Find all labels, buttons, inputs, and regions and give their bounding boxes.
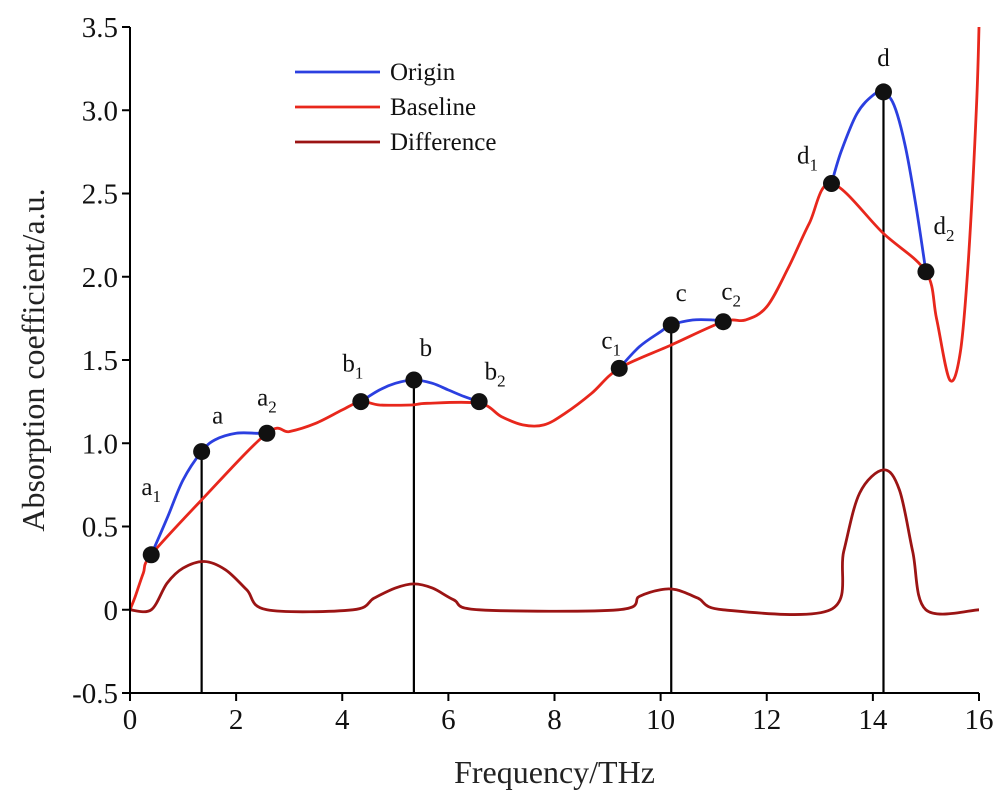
y-tick-label: 0: [104, 595, 119, 627]
marker-subscript: 1: [153, 487, 162, 506]
marker-letter: a: [257, 384, 268, 411]
marker-point-d2: [917, 263, 935, 281]
x-tick-label: 0: [123, 704, 138, 736]
marker-point-b2: [470, 393, 488, 411]
legend: Origin Baseline Difference: [295, 59, 496, 156]
marker-label-b: b: [420, 335, 433, 362]
marker-label-a1: a1: [141, 474, 161, 506]
marker-label-b2: b2: [485, 359, 506, 391]
marker-letter: c: [676, 280, 687, 307]
marker-letter: a: [212, 403, 223, 430]
x-tick-label: 16: [965, 704, 994, 736]
x-tick-label: 10: [646, 704, 675, 736]
legend-label-difference: Difference: [390, 129, 496, 156]
marker-subscript: 2: [733, 292, 742, 311]
marker-point-b1: [352, 393, 370, 411]
marker-point-a2: [258, 424, 276, 442]
marker-point-c2: [714, 313, 732, 331]
series-layer: [128, 26, 981, 616]
marker-point-a: [193, 443, 211, 461]
legend-label-baseline: Baseline: [390, 94, 476, 121]
x-tick-label: 14: [858, 704, 888, 736]
series-baseline-line: [128, 26, 981, 611]
marker-letter: b: [342, 351, 355, 378]
legend-label-origin: Origin: [390, 59, 456, 86]
marker-letter: d: [933, 213, 946, 240]
marker-point-a1: [142, 546, 160, 564]
marker-label-b1: b1: [342, 351, 363, 383]
marker-point-d1: [822, 175, 840, 193]
y-tick-label: 3.5: [82, 12, 118, 44]
y-tick-label: 2.5: [82, 179, 118, 211]
marker-subscript: 1: [809, 156, 818, 175]
marker-letter: c: [601, 327, 612, 354]
x-axis-label: Frequency/THz: [454, 754, 655, 790]
series-origin-segment: [360, 378, 480, 403]
series-difference-line: [129, 468, 980, 616]
marker-letter: b: [420, 335, 433, 362]
marker-subscript: 2: [946, 226, 955, 245]
marker-label-c: c: [676, 280, 687, 307]
marker-point-c1: [610, 359, 628, 377]
marker-label-a2: a2: [257, 384, 277, 416]
marker-label-d2: d2: [933, 213, 954, 245]
marker-point-d: [874, 83, 892, 101]
drop-lines: [200, 91, 885, 693]
marker-label-d: d: [877, 45, 890, 72]
y-tick-label: -0.5: [72, 678, 118, 710]
marker-point-b: [405, 371, 423, 389]
marker-letter: d: [877, 45, 890, 72]
marker-label-d1: d1: [797, 143, 818, 175]
marker-label-c1: c1: [601, 327, 621, 359]
marker-letter: d: [797, 143, 810, 170]
marker-letter: b: [485, 359, 498, 386]
marker-label-c2: c2: [721, 279, 741, 311]
series-origin-segment: [149, 431, 267, 556]
marker-subscript: 1: [613, 340, 622, 359]
marker-subscript: 2: [268, 397, 277, 416]
marker-subscript: 2: [497, 372, 506, 391]
marker-letter: a: [141, 474, 152, 501]
x-tick-label: 4: [335, 704, 350, 736]
marker-subscript: 1: [355, 364, 364, 383]
marker-point-c: [662, 316, 680, 334]
marker-label-a: a: [212, 403, 223, 430]
y-axis-label: Absorption coefficient/a.u.: [15, 188, 51, 531]
y-tick-label: 1.0: [82, 428, 118, 460]
y-tick-label: 2.0: [82, 262, 118, 294]
x-tick-label: 2: [229, 704, 244, 736]
ticks: 0 2 4 6 8 10 12 14 16-0.500.51.01.52.02.53.03.5: [72, 12, 993, 736]
marker-letter: c: [721, 279, 732, 306]
x-tick-label: 12: [752, 704, 781, 736]
y-tick-label: 3.0: [82, 95, 118, 127]
y-tick-label: 0.5: [82, 512, 118, 544]
series-origin-segment: [830, 89, 928, 273]
x-tick-label: 8: [547, 704, 562, 736]
x-tick-label: 6: [441, 704, 456, 736]
y-tick-label: 1.5: [82, 345, 118, 377]
